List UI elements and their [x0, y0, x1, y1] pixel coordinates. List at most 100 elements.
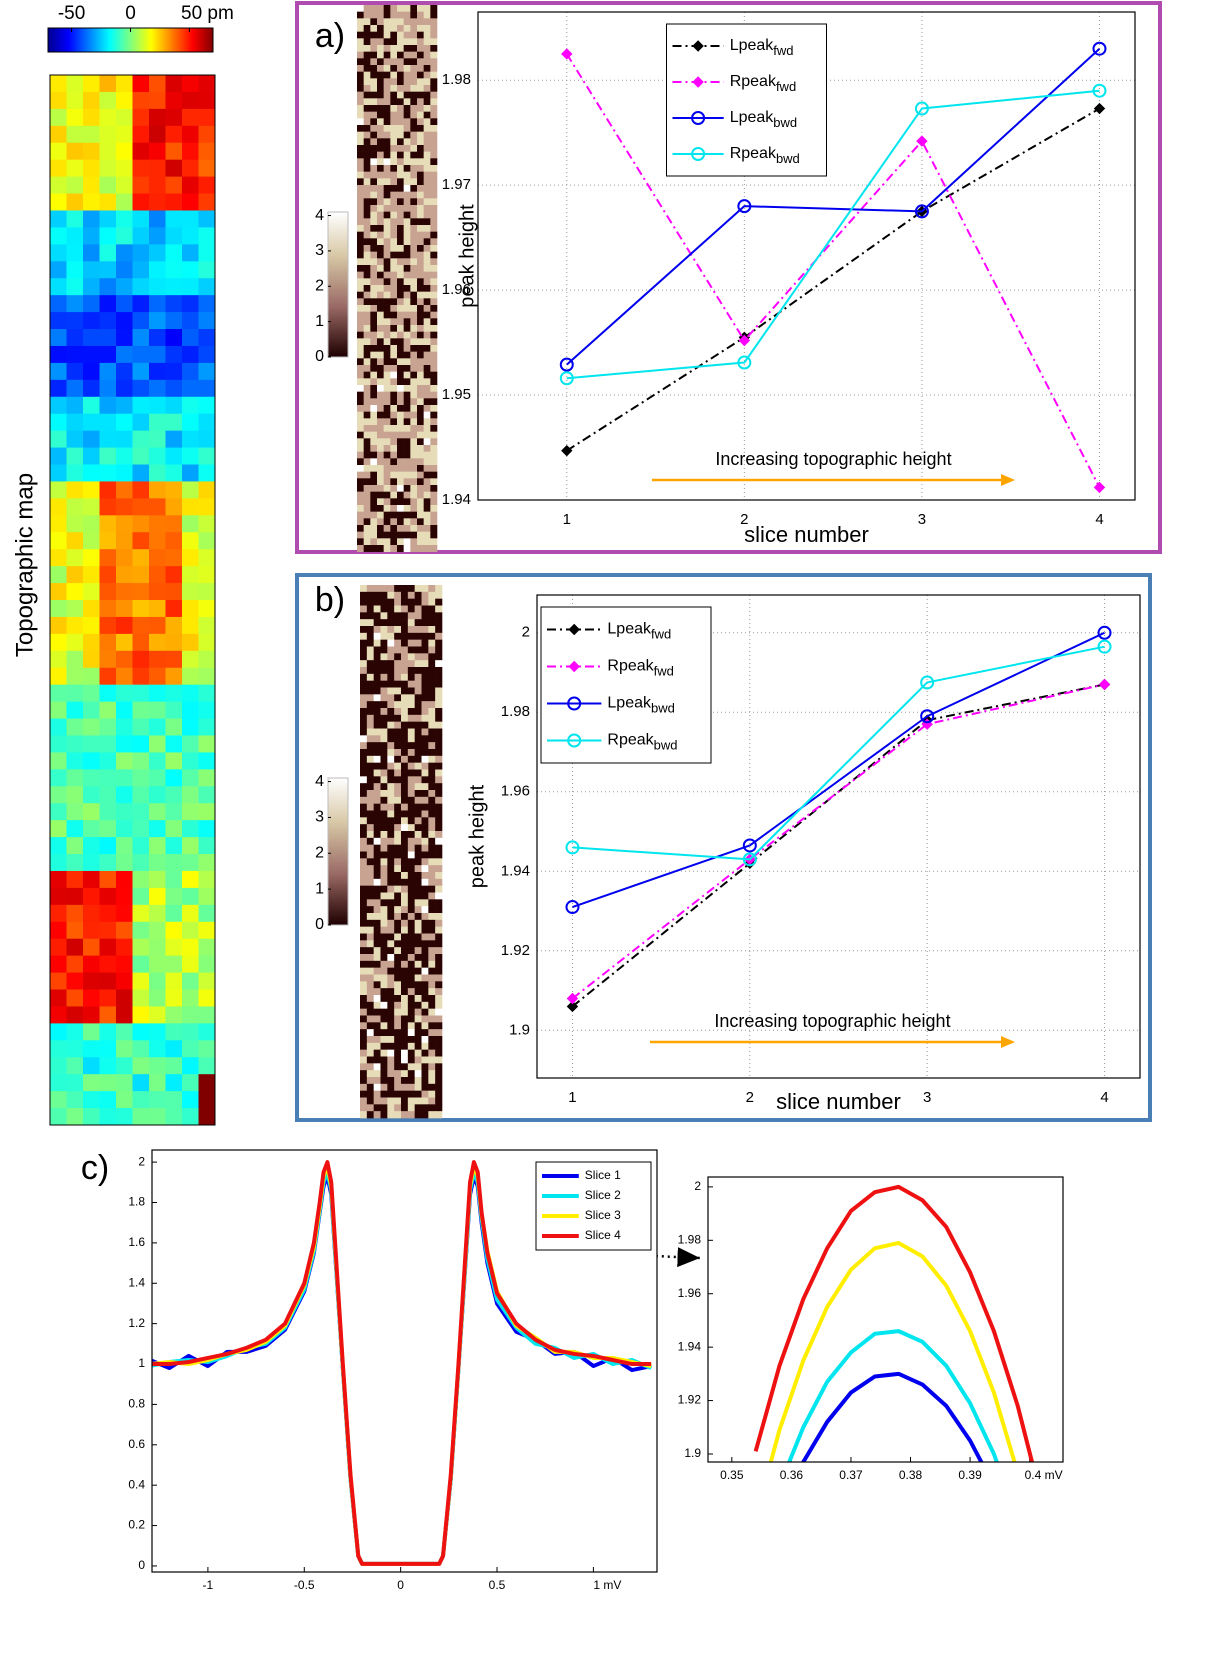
heatmap-cell: [132, 955, 150, 974]
heatmap-cell: [99, 159, 117, 178]
mask-pixel: [397, 265, 404, 272]
mask-pixel: [366, 619, 374, 627]
mask-pixel: [435, 933, 443, 941]
mask-pixel: [357, 478, 364, 486]
mask-pixel: [414, 591, 422, 599]
mask-pixel: [407, 790, 415, 798]
mask-pixel: [373, 1111, 381, 1119]
mask-pixel: [360, 721, 368, 729]
heatmap-cell: [165, 278, 183, 296]
mask-pixel: [414, 817, 422, 825]
mask-pixel: [394, 1070, 402, 1078]
mask-pixel: [380, 1022, 388, 1030]
mask-pixel: [370, 238, 378, 246]
mask-colorbar-tick-label: 1: [315, 313, 324, 330]
mask-pixel: [397, 525, 404, 532]
mask-pixel: [423, 378, 431, 386]
mask-pixel: [363, 518, 371, 526]
mask-pixel: [373, 585, 381, 593]
mask-pixel: [387, 721, 395, 729]
x-tick-label: 0.35: [720, 1468, 744, 1482]
marker: [568, 660, 580, 673]
mask-pixel: [397, 371, 404, 379]
heatmap-cell: [50, 1023, 67, 1041]
heatmap-cell: [132, 396, 150, 415]
mask-pixel: [357, 525, 364, 532]
heatmap-cell: [99, 837, 117, 855]
mask-pixel: [403, 198, 411, 206]
mask-pixel: [360, 1070, 368, 1078]
mask-pixel: [357, 198, 364, 206]
mask-pixel: [387, 762, 395, 770]
mask-pixel: [360, 1029, 368, 1037]
heatmap-cell: [198, 532, 216, 550]
mask-pixel: [407, 960, 415, 968]
mask-pixel: [360, 728, 368, 736]
heatmap-cell: [165, 481, 183, 499]
mask-pixel: [360, 1104, 368, 1112]
mask-pixel: [401, 646, 409, 654]
mask-pixel: [387, 776, 395, 784]
heatmap-cell: [83, 142, 100, 161]
mask-pixel: [363, 158, 371, 166]
mask-pixel: [401, 762, 409, 770]
mask-pixel: [383, 31, 391, 39]
mask-pixel: [390, 138, 398, 146]
heatmap-cell: [116, 955, 133, 974]
mask-pixel: [366, 591, 374, 599]
mask-pixel: [373, 988, 381, 996]
mask-pixel: [423, 185, 431, 192]
mask-pixel: [417, 525, 424, 532]
mask-pixel: [417, 218, 424, 226]
mask-pixel: [363, 291, 371, 299]
mask-pixel: [423, 111, 431, 119]
mask-pixel: [414, 872, 422, 880]
mask-pixel: [403, 318, 411, 326]
heatmap-cell: [132, 261, 150, 279]
y-axis-label: peak height: [466, 784, 488, 888]
mask-pixel: [417, 131, 424, 139]
heatmap-cell: [50, 854, 67, 872]
mask-pixel: [403, 111, 411, 119]
mask-pixel: [428, 926, 436, 934]
mask-pixel: [423, 511, 431, 519]
heatmap-cell: [132, 972, 150, 991]
heatmap-cell: [66, 616, 84, 635]
mask-pixel: [370, 411, 378, 419]
mask-pixel: [430, 171, 438, 179]
mask-pixel: [373, 872, 381, 880]
mask-pixel: [430, 298, 438, 306]
mask-pixel: [410, 91, 418, 99]
mask-pixel: [407, 598, 415, 606]
mask-pixel: [383, 5, 391, 12]
mask-pixel: [360, 1083, 368, 1091]
series-line: [572, 631, 1105, 909]
heatmap-cell: [99, 803, 117, 821]
heatmap-cell: [116, 803, 133, 821]
mask-pixel: [403, 418, 411, 426]
mask-pixel: [363, 505, 371, 512]
mask-pixel: [410, 218, 418, 226]
mask-pixel: [414, 749, 422, 757]
mask-pixel: [363, 178, 371, 186]
heatmap-cell: [132, 75, 150, 93]
mask-pixel: [421, 796, 429, 804]
mask-pixel: [360, 872, 368, 880]
mask-pixel: [407, 1022, 415, 1030]
heatmap-cell: [182, 295, 199, 313]
heatmap-cell: [83, 75, 100, 93]
mask-pixel: [366, 660, 374, 668]
heatmap-cell: [165, 854, 183, 872]
heatmap-cell: [149, 278, 166, 296]
mask-pixel: [403, 518, 411, 526]
mask-pixel: [363, 391, 371, 399]
mask-pixel: [387, 769, 395, 777]
mask-pixel: [357, 125, 364, 132]
mask-pixel: [383, 525, 391, 532]
mask-pixel: [397, 458, 404, 466]
mask-pixel: [383, 505, 391, 512]
heatmap-cell: [165, 735, 183, 753]
mask-pixel: [363, 31, 371, 39]
mask-pixel: [417, 331, 424, 339]
heatmap-cell: [149, 583, 166, 601]
